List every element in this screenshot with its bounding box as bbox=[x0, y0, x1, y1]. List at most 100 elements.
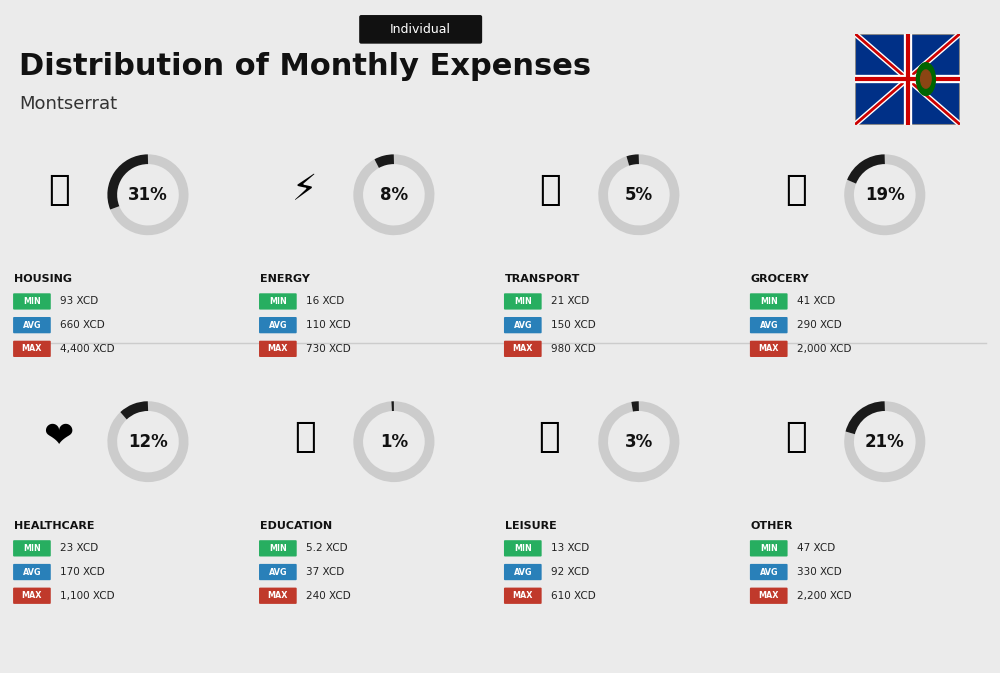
Text: 150 XCD: 150 XCD bbox=[551, 320, 595, 330]
Text: 23 XCD: 23 XCD bbox=[60, 543, 98, 553]
Text: 240 XCD: 240 XCD bbox=[306, 591, 350, 601]
Text: MAX: MAX bbox=[513, 592, 533, 600]
Text: 170 XCD: 170 XCD bbox=[60, 567, 104, 577]
Text: 980 XCD: 980 XCD bbox=[551, 344, 595, 354]
FancyBboxPatch shape bbox=[13, 588, 51, 604]
FancyBboxPatch shape bbox=[13, 540, 51, 557]
Text: AVG: AVG bbox=[514, 567, 532, 577]
Text: MAX: MAX bbox=[22, 345, 42, 353]
Text: MIN: MIN bbox=[23, 297, 41, 306]
Text: MIN: MIN bbox=[269, 544, 287, 553]
Text: 1,100 XCD: 1,100 XCD bbox=[60, 591, 114, 601]
Text: MAX: MAX bbox=[759, 345, 779, 353]
Text: 92 XCD: 92 XCD bbox=[551, 567, 589, 577]
FancyBboxPatch shape bbox=[259, 564, 297, 580]
FancyBboxPatch shape bbox=[750, 341, 788, 357]
Text: MIN: MIN bbox=[269, 297, 287, 306]
Text: MAX: MAX bbox=[268, 345, 288, 353]
Text: 330 XCD: 330 XCD bbox=[797, 567, 841, 577]
FancyBboxPatch shape bbox=[504, 588, 542, 604]
Text: ❤️: ❤️ bbox=[44, 420, 74, 454]
Text: 🚌: 🚌 bbox=[539, 173, 560, 207]
Text: MAX: MAX bbox=[22, 592, 42, 600]
Text: MAX: MAX bbox=[268, 592, 288, 600]
FancyBboxPatch shape bbox=[259, 293, 297, 310]
Text: 2,000 XCD: 2,000 XCD bbox=[797, 344, 851, 354]
Circle shape bbox=[916, 63, 935, 96]
Text: 610 XCD: 610 XCD bbox=[551, 591, 595, 601]
Text: 12%: 12% bbox=[128, 433, 168, 451]
Text: 37 XCD: 37 XCD bbox=[306, 567, 344, 577]
Text: 47 XCD: 47 XCD bbox=[797, 543, 835, 553]
FancyBboxPatch shape bbox=[504, 540, 542, 557]
FancyBboxPatch shape bbox=[259, 540, 297, 557]
Text: 3%: 3% bbox=[625, 433, 653, 451]
Text: OTHER: OTHER bbox=[751, 521, 793, 531]
Text: MIN: MIN bbox=[514, 297, 532, 306]
FancyBboxPatch shape bbox=[13, 293, 51, 310]
Text: MAX: MAX bbox=[759, 592, 779, 600]
FancyBboxPatch shape bbox=[750, 540, 788, 557]
FancyBboxPatch shape bbox=[259, 317, 297, 333]
FancyBboxPatch shape bbox=[750, 293, 788, 310]
Text: MIN: MIN bbox=[514, 544, 532, 553]
Text: GROCERY: GROCERY bbox=[751, 274, 810, 284]
Text: 41 XCD: 41 XCD bbox=[797, 296, 835, 306]
Text: 8%: 8% bbox=[380, 186, 408, 204]
Text: 16 XCD: 16 XCD bbox=[306, 296, 344, 306]
Text: ENERGY: ENERGY bbox=[260, 274, 310, 284]
Text: MIN: MIN bbox=[760, 297, 778, 306]
Text: HOUSING: HOUSING bbox=[14, 274, 72, 284]
Text: AVG: AVG bbox=[269, 567, 287, 577]
FancyBboxPatch shape bbox=[359, 15, 482, 44]
Text: LEISURE: LEISURE bbox=[505, 521, 557, 531]
Text: TRANSPORT: TRANSPORT bbox=[505, 274, 580, 284]
Text: 🎓: 🎓 bbox=[294, 420, 315, 454]
FancyBboxPatch shape bbox=[750, 317, 788, 333]
FancyBboxPatch shape bbox=[259, 588, 297, 604]
Text: AVG: AVG bbox=[759, 320, 778, 330]
Text: 🛍️: 🛍️ bbox=[539, 420, 560, 454]
Text: AVG: AVG bbox=[514, 320, 532, 330]
Text: 19%: 19% bbox=[865, 186, 905, 204]
Text: 110 XCD: 110 XCD bbox=[306, 320, 350, 330]
Text: AVG: AVG bbox=[23, 320, 41, 330]
Text: 290 XCD: 290 XCD bbox=[797, 320, 841, 330]
Text: AVG: AVG bbox=[759, 567, 778, 577]
Text: Individual: Individual bbox=[390, 23, 451, 36]
Text: 13 XCD: 13 XCD bbox=[551, 543, 589, 553]
Text: ⚡: ⚡ bbox=[292, 173, 317, 207]
Text: 730 XCD: 730 XCD bbox=[306, 344, 350, 354]
Text: 5.2 XCD: 5.2 XCD bbox=[306, 543, 347, 553]
Text: 4,400 XCD: 4,400 XCD bbox=[60, 344, 114, 354]
Text: AVG: AVG bbox=[23, 567, 41, 577]
Text: MIN: MIN bbox=[760, 544, 778, 553]
Text: EDUCATION: EDUCATION bbox=[260, 521, 332, 531]
Text: 660 XCD: 660 XCD bbox=[60, 320, 104, 330]
Text: AVG: AVG bbox=[269, 320, 287, 330]
Text: 93 XCD: 93 XCD bbox=[60, 296, 98, 306]
FancyBboxPatch shape bbox=[750, 588, 788, 604]
Text: 21 XCD: 21 XCD bbox=[551, 296, 589, 306]
Text: 💰: 💰 bbox=[785, 420, 806, 454]
FancyBboxPatch shape bbox=[13, 341, 51, 357]
Text: 5%: 5% bbox=[625, 186, 653, 204]
Text: 21%: 21% bbox=[865, 433, 905, 451]
Text: Distribution of Monthly Expenses: Distribution of Monthly Expenses bbox=[19, 52, 591, 81]
Text: HEALTHCARE: HEALTHCARE bbox=[14, 521, 95, 531]
Text: Montserrat: Montserrat bbox=[19, 95, 117, 113]
FancyBboxPatch shape bbox=[259, 341, 297, 357]
FancyBboxPatch shape bbox=[13, 564, 51, 580]
Text: 1%: 1% bbox=[380, 433, 408, 451]
FancyBboxPatch shape bbox=[13, 317, 51, 333]
Text: 31%: 31% bbox=[128, 186, 168, 204]
Text: MAX: MAX bbox=[513, 345, 533, 353]
FancyBboxPatch shape bbox=[504, 317, 542, 333]
FancyBboxPatch shape bbox=[504, 564, 542, 580]
Text: 2,200 XCD: 2,200 XCD bbox=[797, 591, 851, 601]
FancyBboxPatch shape bbox=[750, 564, 788, 580]
FancyBboxPatch shape bbox=[504, 293, 542, 310]
Text: 🛒: 🛒 bbox=[785, 173, 806, 207]
FancyBboxPatch shape bbox=[504, 341, 542, 357]
Text: MIN: MIN bbox=[23, 544, 41, 553]
